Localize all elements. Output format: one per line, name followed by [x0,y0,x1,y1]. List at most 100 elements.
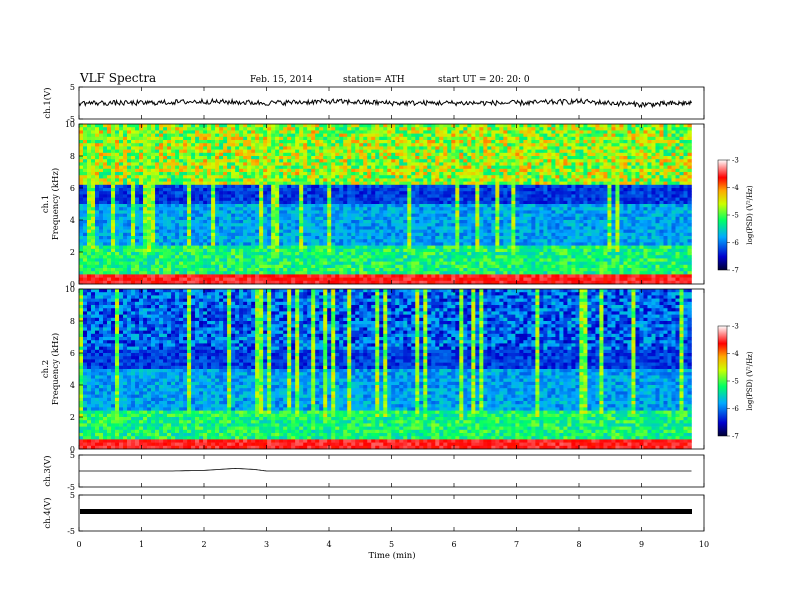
spectrogram-cell [367,181,372,186]
spectrogram-cell [411,156,416,160]
spectrogram-cell [219,143,224,147]
spectrogram-cell [127,236,132,240]
spectrogram-cell [423,226,428,230]
spectrogram-cell [283,133,288,138]
spectrogram-cell [203,232,208,237]
spectrogram-cell [223,255,228,259]
spectrogram-cell [143,194,148,198]
spectrogram-cell [79,216,84,221]
spectrogram-cell [203,162,208,166]
spectrogram-cell [295,133,300,138]
spectrogram-cell [343,162,348,166]
spectrogram-cell [291,207,296,211]
spectrogram-cell [263,258,268,262]
spectrogram-cell [199,159,204,163]
spectrogram-cell [283,274,288,278]
spectrogram-cell [351,184,356,189]
spectrogram-cell [451,226,456,230]
spectrogram-cell [211,200,216,205]
spectrogram-cell [143,255,148,259]
spectrogram-cell [163,236,168,240]
spectrogram-cell [459,194,464,198]
spectrogram-cell [383,229,388,234]
spectrogram-cell [127,248,132,253]
spectrogram-cell [167,268,172,272]
spectrogram-cell [283,194,288,198]
spectrogram-cell [275,194,280,198]
spectrogram-cell [107,172,112,176]
spectrogram-cell [387,133,392,138]
spectrogram-cell [251,200,256,205]
spectrogram-cell [99,229,104,234]
spectrogram-cell [267,143,272,147]
spectrogram-cell [459,216,464,221]
spectrogram-cell [379,159,384,163]
spectrogram-cell [271,140,276,144]
spectrogram-cell [179,252,184,256]
spectrogram-cell [175,172,180,176]
spectrogram-cell [99,261,104,266]
spectrogram-cell [259,277,264,282]
spectrogram-cell [259,229,264,234]
spectrogram-cell [107,124,112,128]
spectrogram-cell [439,264,444,269]
spectrogram-cell [303,188,308,192]
spectrogram-cell [399,149,404,154]
spectrogram-cell [303,197,308,202]
spectrogram-cell [403,242,408,246]
spectrogram-cell [163,229,168,234]
spectrogram-cell [443,245,448,250]
spectrogram-cell [111,156,116,160]
spectrogram-cell [219,245,224,250]
spectrogram-cell [427,255,432,259]
spectrogram-cell [271,277,276,282]
spectrogram-cell [187,165,192,170]
spectrogram-cell [259,181,264,186]
spectrogram-cell [163,239,168,243]
spectrogram-cell [99,127,104,131]
spectrogram-cell [315,271,320,275]
spectrogram-cell [203,220,208,224]
spectrogram-cell [295,124,300,128]
spectrogram-cell [439,223,444,227]
spectrogram-cell [163,216,168,221]
spectrogram-cell [271,226,276,230]
spectrogram-cell [119,127,124,131]
spectrogram-cell [451,229,456,234]
spectrogram-cell [407,248,412,253]
spectrogram-cell [187,159,192,163]
spectrogram-cell [355,165,360,170]
spectrogram-cell [195,229,200,234]
spectrogram-cell [403,130,408,134]
spectrogram-cell [139,239,144,243]
spectrogram-cell [211,159,216,163]
spectrogram-cell [83,162,88,166]
spectrogram-cell [303,213,308,218]
spectrogram-cell [211,261,216,266]
spectrogram-cell [103,268,108,272]
spectrogram-cell [203,188,208,192]
spectrogram-cell [419,191,424,195]
spectrogram-cell [243,124,248,128]
spectrogram-cell [331,184,336,189]
spectrogram-cell [195,261,200,266]
spectrogram-cell [395,242,400,246]
spectrogram-cell [207,216,212,221]
spectrogram-cell [311,264,316,269]
spectrogram-cell [367,204,372,208]
spectrogram-cell [311,210,316,214]
spectrogram-cell [263,242,268,246]
spectrogram-cell [295,149,300,154]
spectrogram-cell [415,143,420,147]
spectrogram-cell [367,236,372,240]
spectrogram-cell [435,277,440,282]
spectrogram-cell [223,248,228,253]
spectrogram-cell [119,213,124,218]
spectrogram-cell [343,124,348,128]
spectrogram-cell [211,277,216,282]
spectrogram-cell [95,146,100,150]
spectrogram-cell [391,140,396,144]
spectrogram-cell [223,178,228,182]
spectrogram-cell [391,258,396,262]
spectrogram-cell [271,181,276,186]
